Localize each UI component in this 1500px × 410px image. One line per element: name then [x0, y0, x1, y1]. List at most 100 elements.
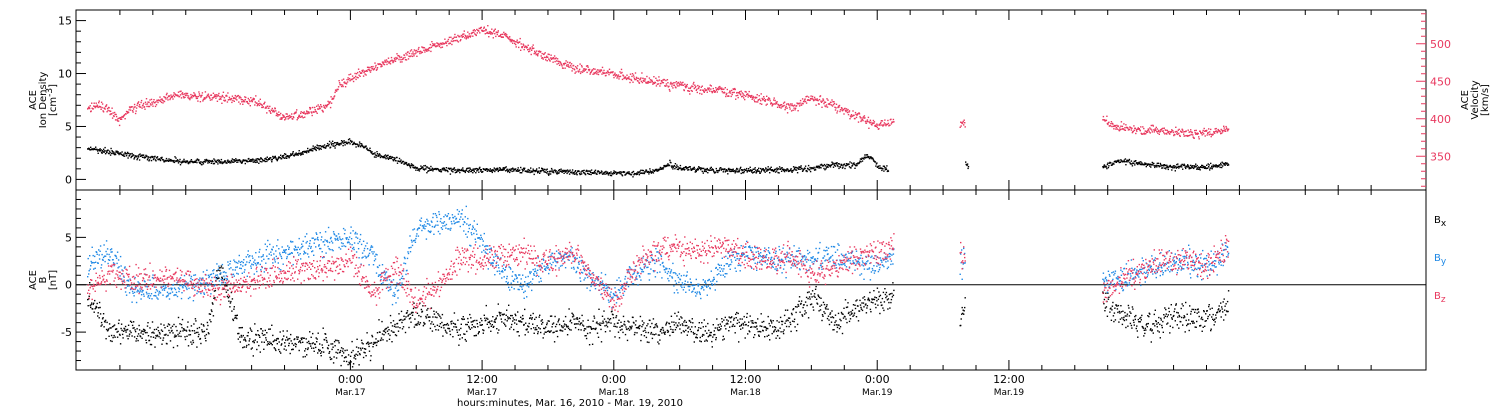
data-point	[394, 60, 397, 62]
data-point	[865, 156, 867, 158]
data-point	[473, 170, 475, 173]
data-point	[279, 350, 281, 353]
data-point	[1115, 126, 1118, 129]
data-point	[543, 171, 545, 173]
data-point	[612, 173, 614, 175]
data-point	[563, 325, 565, 327]
data-point	[95, 305, 97, 308]
data-point	[227, 289, 229, 291]
data-point	[323, 146, 325, 148]
data-point	[168, 95, 171, 97]
data-point	[185, 330, 188, 332]
data-point	[172, 346, 175, 349]
data-point	[111, 151, 114, 153]
data-point	[863, 117, 865, 119]
data-point	[132, 108, 135, 110]
data-point	[717, 88, 719, 91]
data-point	[460, 39, 462, 41]
data-point	[390, 330, 393, 332]
data-point	[1193, 137, 1195, 139]
data-point	[629, 81, 631, 84]
data-point	[490, 169, 492, 171]
data-point	[737, 96, 739, 99]
data-point	[180, 335, 182, 338]
data-point	[837, 165, 839, 168]
data-point	[1113, 163, 1115, 165]
data-point	[1117, 160, 1120, 163]
data-point	[574, 66, 577, 68]
data-point	[612, 74, 615, 76]
data-point	[1157, 164, 1159, 167]
data-point	[468, 35, 470, 37]
data-point	[282, 156, 284, 158]
data-point	[279, 157, 281, 159]
data-point	[777, 104, 780, 106]
data-point	[1164, 167, 1166, 169]
series-points	[87, 25, 895, 130]
data-point	[498, 329, 500, 331]
data-point	[815, 104, 817, 106]
data-point	[146, 105, 148, 108]
data-point	[244, 337, 246, 339]
data-point	[347, 141, 349, 144]
data-point	[860, 161, 862, 163]
data-point	[348, 361, 350, 364]
data-point	[843, 163, 846, 165]
data-point	[811, 95, 814, 98]
data-point	[1117, 159, 1119, 162]
data-point	[429, 168, 431, 170]
data-point	[220, 98, 222, 100]
data-point	[352, 77, 354, 80]
data-point	[114, 113, 116, 116]
data-point	[426, 314, 429, 316]
data-point	[767, 98, 769, 101]
data-point	[171, 329, 173, 332]
data-point	[308, 340, 310, 343]
data-point	[389, 60, 391, 63]
data-point	[562, 63, 565, 65]
data-point	[384, 328, 386, 331]
data-point	[610, 171, 612, 173]
data-point	[1161, 167, 1163, 169]
data-point	[837, 163, 840, 165]
data-point	[142, 154, 145, 156]
data-point	[522, 314, 524, 317]
data-point	[673, 84, 676, 86]
data-point	[684, 85, 686, 88]
data-point	[239, 159, 241, 161]
data-point	[574, 170, 576, 173]
data-point	[766, 169, 768, 172]
data-point	[226, 101, 229, 103]
data-point	[757, 169, 759, 171]
data-point	[881, 120, 884, 122]
data-point	[634, 78, 636, 81]
data-point	[246, 344, 248, 347]
data-point	[561, 326, 563, 328]
data-point	[115, 151, 118, 153]
data-point	[732, 169, 734, 171]
data-point	[264, 160, 266, 163]
data-point	[773, 169, 775, 172]
data-point	[876, 162, 878, 164]
data-point	[245, 346, 247, 348]
data-point	[336, 352, 339, 354]
data-point	[252, 355, 254, 357]
data-point	[356, 354, 359, 356]
data-point	[458, 168, 460, 171]
data-point	[681, 167, 684, 170]
data-point	[442, 167, 445, 169]
data-point	[842, 166, 844, 168]
data-point	[399, 327, 401, 329]
data-point	[412, 164, 415, 167]
data-point	[253, 159, 255, 161]
data-point	[1183, 164, 1185, 167]
data-point	[880, 121, 882, 124]
data-point	[1144, 130, 1146, 132]
data-point	[616, 172, 618, 175]
data-point	[706, 169, 708, 171]
data-point	[1151, 161, 1153, 164]
data-point	[1145, 165, 1147, 168]
data-point	[535, 54, 537, 56]
data-point	[115, 150, 117, 152]
data-point	[166, 343, 168, 345]
